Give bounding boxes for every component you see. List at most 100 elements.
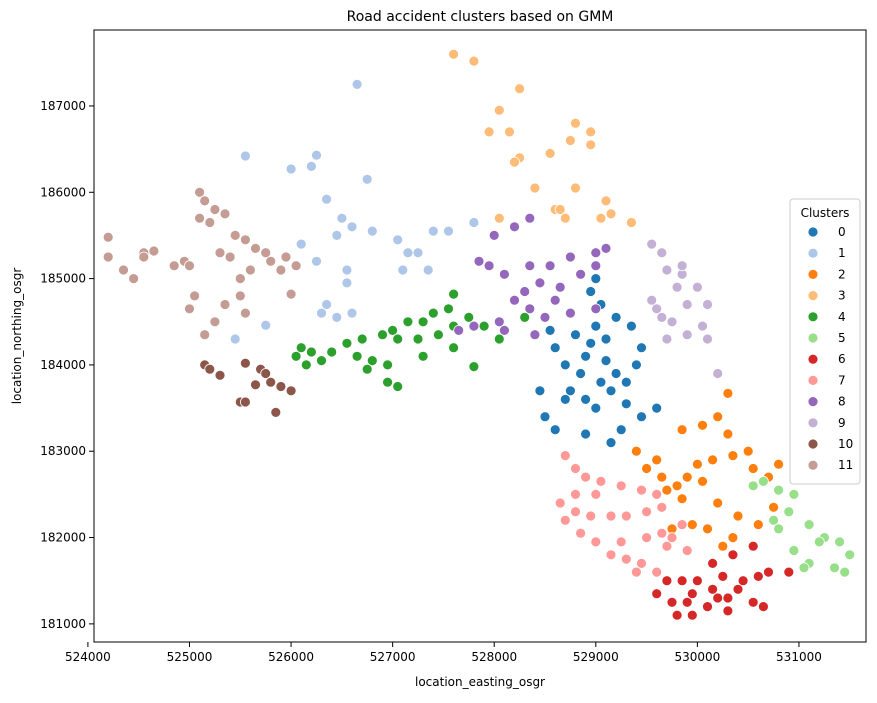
cluster-4-point — [427, 307, 439, 319]
legend-frame — [789, 198, 861, 485]
cluster-3-point — [585, 139, 597, 151]
legend-marker-7 — [807, 374, 819, 386]
cluster-9-point — [661, 333, 673, 345]
cluster-11-point — [199, 329, 211, 341]
legend-label-3: 3 — [838, 289, 846, 303]
cluster-3-point — [529, 182, 541, 194]
legend-marker-11 — [807, 459, 819, 471]
y-tick-label: 181000 — [40, 617, 86, 631]
cluster-7-point — [651, 488, 663, 500]
cluster-0-point — [559, 359, 571, 371]
cluster-7-point — [620, 553, 632, 565]
cluster-0-point — [580, 350, 591, 362]
cluster-8-point — [554, 281, 566, 293]
cluster-8-point — [575, 268, 586, 280]
cluster-11-point — [219, 208, 231, 220]
cluster-8-point — [483, 260, 495, 272]
cluster-1-point — [402, 247, 414, 259]
cluster-4-point — [478, 320, 490, 332]
cluster-7-point — [636, 558, 647, 569]
cluster-9-point — [692, 281, 703, 293]
cluster-8-point — [498, 324, 510, 336]
cluster-7-point — [666, 532, 678, 543]
cluster-11-point — [128, 273, 140, 285]
cluster-8-point — [529, 329, 541, 341]
cluster-2-point — [697, 475, 708, 487]
cluster-7-point — [636, 484, 647, 496]
cluster-2-point — [717, 540, 729, 552]
cluster-8-point — [565, 251, 576, 263]
cluster-6-point — [717, 571, 729, 582]
cluster-1-point — [346, 221, 358, 233]
cluster-8-point — [590, 260, 602, 272]
cluster-0-point — [610, 311, 622, 323]
cluster-7-point — [615, 480, 627, 492]
cluster-0-point — [620, 398, 632, 410]
cluster-5-point — [839, 566, 851, 578]
cluster-4-point — [493, 333, 505, 345]
cluster-10-point — [285, 385, 297, 397]
cluster-10-point — [204, 363, 216, 375]
cluster-6-point — [763, 566, 774, 578]
cluster-2-point — [727, 532, 739, 543]
cluster-5-point — [834, 536, 845, 548]
cluster-9-point — [676, 260, 688, 272]
cluster-9-point — [702, 333, 713, 345]
cluster-11-point — [194, 212, 206, 224]
cluster-3-point — [570, 182, 581, 194]
cluster-11-point — [184, 303, 195, 315]
cluster-0-point — [636, 411, 647, 423]
cluster-6-point — [666, 596, 678, 608]
cluster-2-point — [631, 445, 642, 457]
cluster-11-point — [189, 290, 201, 302]
cluster-5-point — [758, 475, 769, 487]
x-axis-ticks: 524000 525000 526000 527000 528000 529000 5300… — [65, 642, 822, 664]
cluster-0-point — [626, 320, 637, 332]
cluster-7-point — [620, 510, 632, 522]
cluster-0-point — [651, 402, 663, 414]
cluster-0-point — [580, 393, 591, 405]
cluster-11-point — [209, 316, 221, 328]
cluster-9-point — [661, 264, 673, 276]
x-tick-label: 526000 — [268, 650, 314, 664]
cluster-4-point — [448, 288, 460, 300]
cluster-5-point — [773, 484, 784, 496]
cluster-3-point — [514, 83, 525, 95]
x-tick-label: 524000 — [65, 650, 111, 664]
cluster-11-point — [234, 290, 246, 302]
legend-label-5: 5 — [838, 331, 846, 345]
cluster-0-point — [549, 342, 561, 354]
legend: Clusters 0 1 2 3 4 5 6 7 8 9 10 11 — [789, 198, 861, 485]
legend-label-7: 7 — [838, 373, 846, 387]
cluster-3-point — [544, 147, 556, 159]
cluster-8-point — [473, 255, 485, 267]
cluster-10-point — [260, 368, 272, 379]
cluster-0-point — [605, 437, 617, 449]
legend-marker-2 — [807, 268, 819, 280]
cluster-2-point — [676, 493, 688, 505]
cluster-0-point — [585, 337, 597, 349]
y-axis-label: location_northing_osgr — [10, 268, 24, 405]
cluster-3-point — [626, 217, 637, 228]
cluster-9-point — [671, 281, 683, 293]
cluster-3-point — [585, 126, 597, 138]
x-tick-label: 530000 — [674, 650, 720, 664]
cluster-3-point — [483, 126, 495, 138]
cluster-1-point — [260, 319, 272, 331]
cluster-2-point — [722, 387, 734, 399]
cluster-2-point — [727, 450, 739, 462]
cluster-4-point — [382, 376, 394, 388]
cluster-7-point — [570, 463, 581, 474]
cluster-6-point — [671, 609, 683, 621]
cluster-7-point — [651, 566, 663, 578]
cluster-4-point — [519, 311, 531, 323]
x-axis-label: location_easting_osgr — [415, 675, 545, 689]
cluster-0-point — [590, 320, 602, 332]
cluster-9-point — [656, 247, 668, 259]
cluster-6-point — [727, 549, 739, 561]
cluster-3-point — [570, 117, 581, 129]
cluster-1-point — [331, 229, 343, 241]
legend-label-1: 1 — [838, 246, 846, 260]
cluster-4-point — [463, 311, 475, 323]
